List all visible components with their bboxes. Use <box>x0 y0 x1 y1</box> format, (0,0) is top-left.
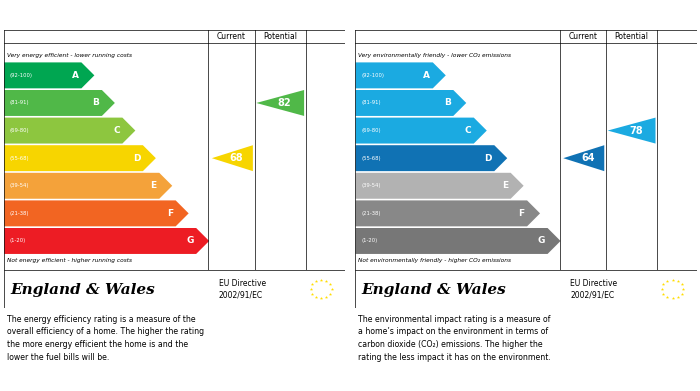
Text: The environmental impact rating is a measure of
a home’s impact on the environme: The environmental impact rating is a mea… <box>358 315 551 362</box>
Text: Environmental Impact (CO₂) Rating: Environmental Impact (CO₂) Rating <box>360 11 586 22</box>
Text: B: B <box>92 99 99 108</box>
Text: Not energy efficient - higher running costs: Not energy efficient - higher running co… <box>7 258 132 263</box>
Text: C: C <box>464 126 471 135</box>
Text: (39-54): (39-54) <box>10 183 29 188</box>
Polygon shape <box>212 145 253 171</box>
Text: A: A <box>71 71 78 80</box>
Text: (69-80): (69-80) <box>10 128 29 133</box>
Text: (1-20): (1-20) <box>10 239 26 244</box>
Text: The energy efficiency rating is a measure of the
overall efficiency of a home. T: The energy efficiency rating is a measur… <box>7 315 204 362</box>
Polygon shape <box>4 118 135 143</box>
Text: B: B <box>444 99 451 108</box>
Text: (55-68): (55-68) <box>361 156 381 161</box>
Polygon shape <box>4 145 156 171</box>
Text: EU Directive
2002/91/EC: EU Directive 2002/91/EC <box>570 279 617 300</box>
Text: E: E <box>150 181 157 190</box>
Text: 64: 64 <box>581 153 594 163</box>
Polygon shape <box>4 63 94 88</box>
Text: F: F <box>167 209 173 218</box>
Text: E: E <box>502 181 508 190</box>
Polygon shape <box>4 228 209 254</box>
Text: Current: Current <box>217 32 246 41</box>
Text: (92-100): (92-100) <box>361 73 384 78</box>
Text: (39-54): (39-54) <box>361 183 381 188</box>
Text: EU Directive
2002/91/EC: EU Directive 2002/91/EC <box>218 279 266 300</box>
Polygon shape <box>356 63 446 88</box>
Text: (55-68): (55-68) <box>10 156 29 161</box>
Text: D: D <box>132 154 140 163</box>
Text: (69-80): (69-80) <box>361 128 381 133</box>
Polygon shape <box>356 228 561 254</box>
Text: Potential: Potential <box>615 32 649 41</box>
Polygon shape <box>4 201 188 226</box>
Text: Very environmentally friendly - lower CO₂ emissions: Very environmentally friendly - lower CO… <box>358 53 511 58</box>
Polygon shape <box>356 145 508 171</box>
Text: (21-38): (21-38) <box>361 211 381 216</box>
Polygon shape <box>356 201 540 226</box>
Text: A: A <box>423 71 430 80</box>
Polygon shape <box>4 173 172 199</box>
Text: C: C <box>113 126 120 135</box>
Polygon shape <box>356 90 466 116</box>
Text: G: G <box>186 237 193 246</box>
Text: Potential: Potential <box>263 32 298 41</box>
Polygon shape <box>564 145 604 171</box>
Text: G: G <box>538 237 545 246</box>
Text: F: F <box>518 209 524 218</box>
Text: Current: Current <box>568 32 597 41</box>
Polygon shape <box>608 118 655 143</box>
Text: (1-20): (1-20) <box>361 239 377 244</box>
Polygon shape <box>356 173 524 199</box>
Text: (92-100): (92-100) <box>10 73 33 78</box>
Text: (81-91): (81-91) <box>10 100 29 106</box>
Text: (81-91): (81-91) <box>361 100 381 106</box>
Text: Energy Efficiency Rating: Energy Efficiency Rating <box>8 11 167 22</box>
Text: England & Wales: England & Wales <box>362 283 507 297</box>
Text: Very energy efficient - lower running costs: Very energy efficient - lower running co… <box>7 53 132 58</box>
Text: 78: 78 <box>629 126 643 136</box>
Polygon shape <box>4 90 115 116</box>
Text: D: D <box>484 154 491 163</box>
Text: Not environmentally friendly - higher CO₂ emissions: Not environmentally friendly - higher CO… <box>358 258 511 263</box>
Text: (21-38): (21-38) <box>10 211 29 216</box>
Text: 82: 82 <box>277 98 291 108</box>
Text: England & Wales: England & Wales <box>10 283 155 297</box>
Text: 68: 68 <box>230 153 244 163</box>
Polygon shape <box>256 90 304 116</box>
Polygon shape <box>356 118 486 143</box>
